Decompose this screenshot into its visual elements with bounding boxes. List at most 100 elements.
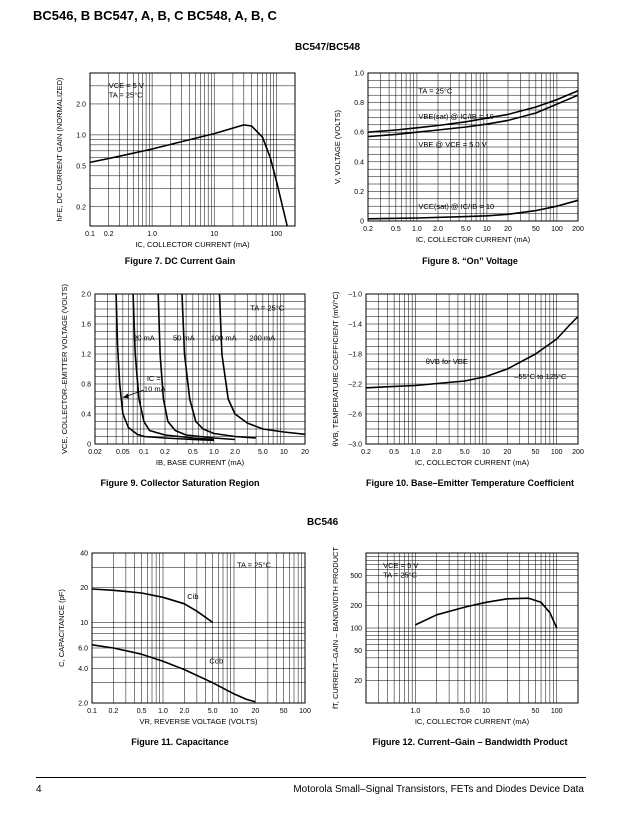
series-line-1 <box>91 588 214 624</box>
section-title-top: BC547/BC548 <box>295 42 361 53</box>
x-tick-label: 50 <box>532 449 540 456</box>
y-tick-label: 0 <box>87 442 91 449</box>
x-tick-label: 0.5 <box>137 708 147 715</box>
series-line-2 <box>91 644 256 703</box>
x-tick-label: 50 <box>280 708 288 715</box>
y-tick-label: 20 <box>80 585 88 592</box>
y-tick-label: 2.0 <box>78 701 88 708</box>
x-axis-label: VR, REVERSE VOLTAGE (VOLTS) <box>140 717 258 726</box>
chart-4: 0.2 0.5 1.0 2.0 5.0 10 20 50 100 200 –1.0 –1.4 –1.8 –… <box>331 291 584 467</box>
y-tick-label: 200 <box>350 603 362 610</box>
annotation: VBE(sat) @ IC/IB = 10 <box>418 112 493 121</box>
x-tick-label: 0.5 <box>188 449 198 456</box>
x-tick-label: 200 <box>572 449 584 456</box>
annotation: θVB for VBE <box>426 357 468 366</box>
y-tick-label: –2.2 <box>348 382 362 389</box>
y-tick-label: 100 <box>350 626 362 633</box>
x-tick-label: 0.1 <box>87 708 97 715</box>
y-tick-label: –1.8 <box>348 352 362 359</box>
x-tick-label: 10 <box>210 231 218 238</box>
x-tick-label: 1.0 <box>411 708 421 715</box>
chart-6: 1.0 5.0 10 50 100 20 50 100 200 500 IC, COLLECTOR … <box>331 547 579 726</box>
y-tick-label: 0.4 <box>354 159 364 166</box>
y-tick-label: 50 <box>354 648 362 655</box>
x-tick-label: 1.0 <box>412 226 422 233</box>
chart-1: 0.1 0.2 1.0 10 100 0.2 0.5 1.0 2.0 IC, COLLECTOR … <box>55 72 296 249</box>
y-tick-label: 4.0 <box>78 666 88 673</box>
x-tick-label: 0.05 <box>116 449 130 456</box>
x-tick-label: 1.0 <box>209 449 219 456</box>
x-tick-label: 5.0 <box>461 226 471 233</box>
annotation: VCE = 5 V <box>109 81 144 90</box>
y-tick-label: 0.6 <box>354 130 364 137</box>
x-tick-label: 2.0 <box>433 226 443 233</box>
annotation: 50 mA <box>173 334 195 343</box>
annotation: VBE @ VCE = 5.0 V <box>418 140 486 149</box>
y-axis-label: hFE, DC CURRENT GAIN (NORMALIZED) <box>55 77 64 222</box>
y-tick-label: –3.0 <box>348 442 362 449</box>
x-tick-label: 0.1 <box>85 231 95 238</box>
x-tick-label: 0.1 <box>139 449 149 456</box>
series-line-3 <box>367 199 579 220</box>
y-tick-label: –1.0 <box>348 292 362 299</box>
plot-frame <box>89 72 296 227</box>
series-line-5 <box>218 293 306 436</box>
x-tick-label: 10 <box>230 708 238 715</box>
y-tick-label: 10 <box>80 620 88 627</box>
plot-frame <box>94 293 306 445</box>
x-tick-label: 10 <box>483 226 491 233</box>
x-tick-label: 0.2 <box>109 708 119 715</box>
page-number: 4 <box>36 784 42 795</box>
y-tick-label: 0.4 <box>81 412 91 419</box>
figure-12-caption: Figure 12. Current–Gain – Bandwidth Prod… <box>372 737 568 747</box>
x-tick-label: 100 <box>270 231 282 238</box>
y-tick-label: 500 <box>350 573 362 580</box>
y-tick-label: 2.0 <box>81 292 91 299</box>
x-tick-label: 0.2 <box>363 226 373 233</box>
annotation: 100 mA <box>211 334 237 343</box>
y-tick-label: 6.0 <box>78 645 88 652</box>
pointer-arrowhead <box>122 393 129 399</box>
annotation: 10 mA <box>144 385 166 394</box>
chart-5: 0.1 0.2 0.5 1.0 2.0 5.0 10 20 50 100 2.0 4.0 6.0 10 20… <box>57 551 311 727</box>
y-axis-label: VCE, COLLECTOR–EMITTER VOLTAGE (VOLTS) <box>60 284 69 454</box>
annotation: Cib <box>187 592 198 601</box>
x-tick-label: 20 <box>504 226 512 233</box>
y-tick-label: 0.2 <box>354 189 364 196</box>
figure-11-caption: Figure 11. Capacitance <box>131 737 229 747</box>
x-tick-label: 0.5 <box>389 449 399 456</box>
y-axis-label: C, CAPACITANCE (pF) <box>57 589 66 667</box>
x-tick-label: 2.0 <box>230 449 240 456</box>
annotation: TA = 25°C <box>418 87 453 96</box>
y-tick-label: 1.0 <box>76 132 86 139</box>
x-axis-label: IB, BASE CURRENT (mA) <box>156 458 245 467</box>
series-line-4 <box>181 293 257 439</box>
annotation: TA = 25°C <box>250 304 285 313</box>
annotation: TA = 25°C <box>383 571 418 580</box>
x-tick-label: 1.0 <box>411 449 421 456</box>
x-axis-label: IC, COLLECTOR CURRENT (mA) <box>416 235 531 244</box>
series-line-2 <box>367 94 579 138</box>
x-tick-label: 20 <box>503 449 511 456</box>
x-tick-label: 2.0 <box>180 708 190 715</box>
x-tick-label: 0.02 <box>88 449 102 456</box>
y-tick-label: 40 <box>80 551 88 558</box>
plot-frame <box>367 72 579 222</box>
section-title-bottom: BC546 <box>307 517 339 528</box>
footer-rule <box>36 777 586 778</box>
series-line-1 <box>415 597 558 629</box>
x-tick-label: 20 <box>251 708 259 715</box>
y-tick-label: 2.0 <box>76 101 86 108</box>
y-axis-label: θVB, TEMPERATURE COEFFICIENT (mV/°C) <box>331 291 340 447</box>
figure-8-caption: Figure 8. “On” Voltage <box>422 256 518 266</box>
annotation: Cob <box>209 657 223 666</box>
y-tick-label: 1.2 <box>81 352 91 359</box>
x-tick-label: 10 <box>280 449 288 456</box>
y-tick-label: 0.8 <box>81 382 91 389</box>
x-tick-label: 100 <box>551 449 563 456</box>
annotation: –55°C to 125°C <box>514 372 567 381</box>
x-axis-label: IC, COLLECTOR CURRENT (mA) <box>415 458 530 467</box>
x-tick-label: 2.0 <box>432 449 442 456</box>
chart-3: 0.02 0.05 0.1 0.2 0.5 1.0 2.0 5.0 10 20 0 0.4 0.8 1.2… <box>60 284 309 467</box>
x-tick-label: 0.2 <box>361 449 371 456</box>
